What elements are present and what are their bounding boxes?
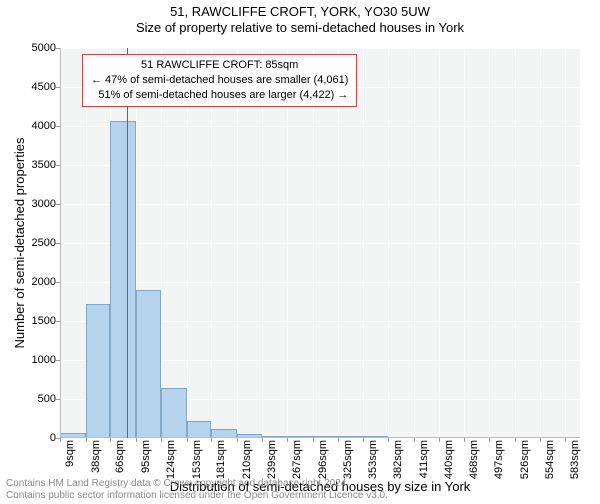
info-line-3: 51% of semi-detached houses are larger (… (91, 88, 348, 103)
x-tick-label: 124sqm (165, 440, 177, 479)
x-tick-label: 353sqm (367, 440, 379, 479)
x-tick-mark (464, 438, 465, 442)
x-tick-label: 181sqm (215, 440, 227, 479)
x-tick-label: 325sqm (342, 440, 354, 479)
x-tick-mark (187, 438, 188, 442)
y-tick-mark (56, 399, 60, 400)
gridline-v (540, 48, 541, 438)
x-tick-label: 9sqm (64, 440, 76, 467)
gridline-v (489, 48, 490, 438)
y-tick-label: 3000 (32, 198, 56, 210)
gridline-v (414, 48, 415, 438)
info-line-1: 51 RAWCLIFFE CROFT: 85sqm (91, 58, 348, 73)
x-tick-label: 497sqm (493, 440, 505, 479)
gridline-v (515, 48, 516, 438)
x-tick-label: 526sqm (519, 440, 531, 479)
gridline-v (439, 48, 440, 438)
chart: Number of semi-detached properties Distr… (60, 48, 580, 438)
gridline-v (388, 48, 389, 438)
x-tick-label: 95sqm (140, 440, 152, 473)
x-tick-mark (439, 438, 440, 442)
y-tick-label: 500 (38, 393, 56, 405)
x-tick-mark (60, 438, 61, 442)
gridline-v (363, 48, 364, 438)
y-tick-label: 4500 (32, 81, 56, 93)
y-tick-label: 2000 (32, 276, 56, 288)
gridline-h (60, 204, 580, 205)
y-tick-label: 5000 (32, 42, 56, 54)
x-tick-label: 554sqm (544, 440, 556, 479)
x-tick-mark (515, 438, 516, 442)
y-tick-label: 4000 (32, 120, 56, 132)
info-box: 51 RAWCLIFFE CROFT: 85sqm ← 47% of semi-… (82, 54, 357, 107)
y-axis-label: Number of semi-detached properties (12, 138, 27, 349)
x-tick-mark (136, 438, 137, 442)
y-tick-label: 1500 (32, 315, 56, 327)
x-tick-mark (161, 438, 162, 442)
x-tick-label: 38sqm (90, 440, 102, 473)
histogram-bar (110, 121, 136, 438)
x-tick-label: 267sqm (291, 440, 303, 479)
x-tick-mark (489, 438, 490, 442)
x-tick-label: 153sqm (191, 440, 203, 479)
x-tick-mark (211, 438, 212, 442)
gridline-h (60, 126, 580, 127)
gridline-h (60, 48, 580, 49)
y-tick-mark (56, 282, 60, 283)
y-tick-label: 0 (50, 432, 56, 444)
y-tick-mark (56, 204, 60, 205)
gridline-v (464, 48, 465, 438)
x-tick-mark (414, 438, 415, 442)
x-tick-label: 468sqm (468, 440, 480, 479)
y-tick-mark (56, 165, 60, 166)
footer-line-2: Contains public sector information licen… (6, 490, 388, 502)
x-tick-mark (237, 438, 238, 442)
y-tick-label: 1000 (32, 354, 56, 366)
y-tick-mark (56, 126, 60, 127)
x-tick-label: 239sqm (266, 440, 278, 479)
histogram-bar (136, 290, 162, 438)
histogram-bar (86, 304, 111, 438)
x-tick-label: 296sqm (317, 440, 329, 479)
info-line-2: ← 47% of semi-detached houses are smalle… (91, 73, 348, 88)
x-tick-mark (363, 438, 364, 442)
x-tick-mark (86, 438, 87, 442)
gridline-v (565, 48, 566, 438)
y-tick-label: 3500 (32, 159, 56, 171)
gridline-h (60, 282, 580, 283)
x-tick-label: 411sqm (418, 440, 430, 478)
page-title: 51, RAWCLIFFE CROFT, YORK, YO30 5UW (0, 4, 600, 19)
x-tick-label: 440sqm (443, 440, 455, 479)
x-tick-mark (262, 438, 263, 442)
gridline-h (60, 243, 580, 244)
x-tick-mark (565, 438, 566, 442)
y-tick-mark (56, 360, 60, 361)
y-tick-label: 2500 (32, 237, 56, 249)
x-tick-label: 66sqm (114, 440, 126, 473)
footer-line-1: Contains HM Land Registry data © Crown c… (6, 478, 388, 490)
gridline-h (60, 438, 580, 439)
x-tick-mark (338, 438, 339, 442)
gridline-h (60, 165, 580, 166)
footer: Contains HM Land Registry data © Crown c… (6, 478, 388, 502)
x-tick-mark (388, 438, 389, 442)
x-tick-label: 382sqm (392, 440, 404, 479)
y-axis-line (60, 48, 61, 438)
x-tick-mark (313, 438, 314, 442)
x-tick-mark (540, 438, 541, 442)
y-tick-mark (56, 48, 60, 49)
x-tick-label: 583sqm (569, 440, 581, 479)
histogram-bar (161, 388, 187, 438)
x-tick-mark (287, 438, 288, 442)
x-axis-line (60, 437, 580, 438)
x-tick-mark (110, 438, 111, 442)
x-tick-label: 210sqm (241, 440, 253, 479)
histogram-bar (187, 421, 212, 438)
y-tick-mark (56, 243, 60, 244)
page-subtitle: Size of property relative to semi-detach… (0, 20, 600, 35)
y-tick-mark (56, 321, 60, 322)
y-tick-mark (56, 87, 60, 88)
